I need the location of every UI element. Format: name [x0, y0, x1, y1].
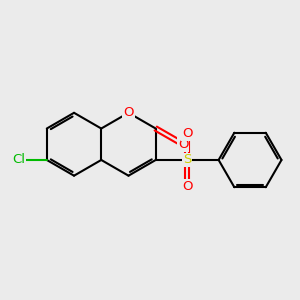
Text: O: O [182, 180, 192, 193]
Text: O: O [182, 127, 192, 140]
Text: Cl: Cl [12, 154, 25, 166]
Text: S: S [183, 154, 191, 166]
Text: O: O [123, 106, 134, 119]
Text: O: O [178, 138, 188, 151]
